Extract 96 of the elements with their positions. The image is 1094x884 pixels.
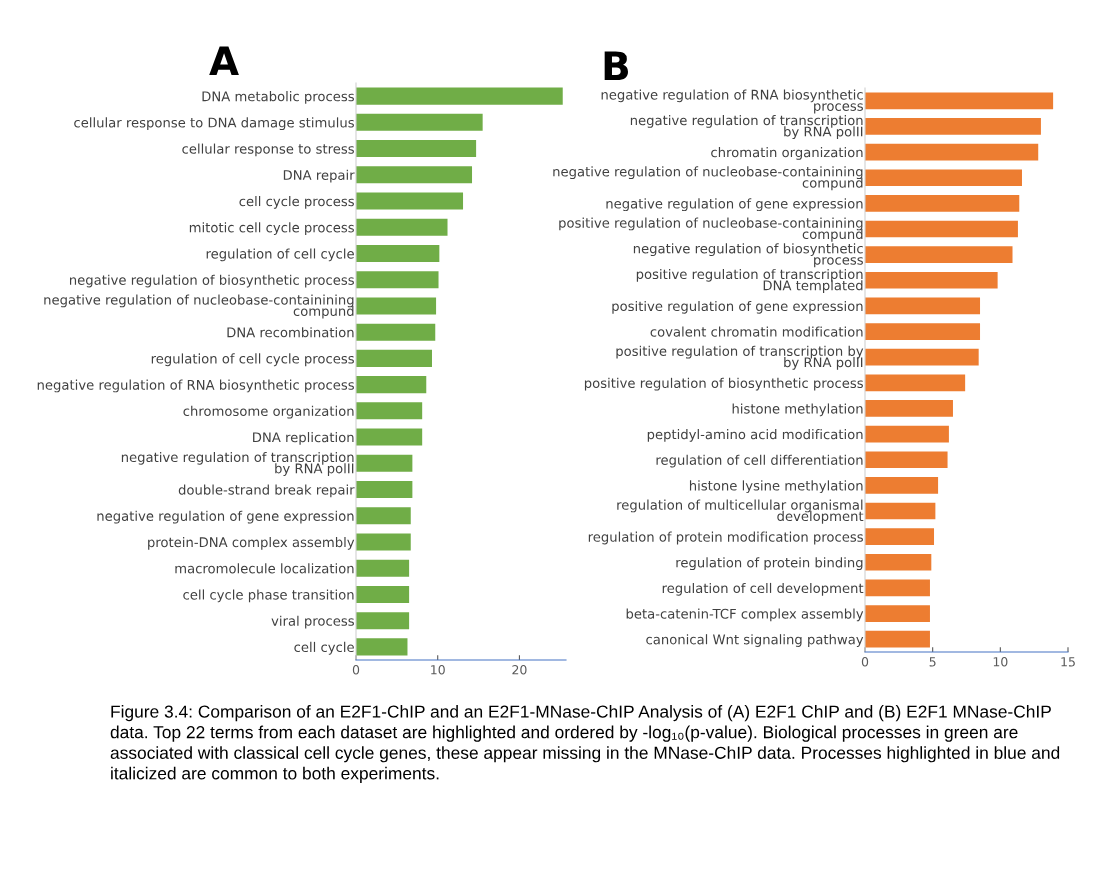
bar (356, 140, 477, 158)
y-tick-label: regulation of protein binding (676, 557, 863, 571)
y-tick-label: positive regulation of biosynthetic process (584, 377, 863, 391)
y-tick-label: regulation of cell differentiation (656, 454, 863, 468)
bar (865, 425, 949, 443)
y-tick-label: negative regulation of RNA biosynthetic process (37, 379, 354, 393)
y-tick-label: regulation of protein modification process (588, 531, 863, 545)
bar (865, 374, 966, 392)
y-tick-label: negative regulation of transcription by RNA polII (121, 451, 354, 476)
y-tick-label: cell cycle (294, 641, 354, 655)
y-tick-label: DNA repair (283, 169, 355, 183)
bar (865, 118, 1041, 135)
bar (865, 297, 981, 315)
bar (356, 428, 423, 446)
x-tick-label: 15 (1061, 657, 1075, 667)
bar (356, 638, 408, 656)
y-tick-label: positive regulation of transcription by by RNA polII (616, 345, 864, 370)
y-tick-label: positive regulation of transcription DNA templated (636, 268, 863, 293)
bar (865, 605, 930, 622)
y-tick-label: cellular response to DNA damage stimulus (74, 117, 354, 131)
y-tick-label: regulation of cell development (662, 582, 864, 596)
y-tick-label: cellular response to stress (182, 143, 354, 157)
bar (865, 451, 948, 469)
y-tick-label: histone lysine methylation (689, 480, 863, 494)
y-tick-label: peptidyl-amino acid modification (647, 429, 863, 442)
y-tick-label: chromosome organization (183, 405, 354, 419)
y-tick-label: negative regulation of nucleobase-containining compund (553, 166, 863, 191)
y-tick-label: negative regulation of transcription by RNA polII (630, 115, 863, 140)
bar (356, 323, 436, 341)
bar (356, 454, 413, 472)
y-tick-label: regulation of cell cycle (206, 248, 354, 262)
bar (356, 166, 473, 184)
y-tick-label: DNA metabolic process (202, 91, 354, 104)
bar (865, 579, 930, 597)
bar (865, 348, 979, 366)
y-tick-label: canonical Wnt signaling pathway (646, 634, 864, 647)
y-tick-label: negative regulation of biosynthetic process (69, 274, 354, 288)
bar (356, 402, 423, 420)
y-tick-label: protein-DNA complex assembly (148, 536, 355, 550)
chart-title: B (604, 51, 629, 80)
bar (356, 612, 410, 630)
x-tick-label: 10 (993, 657, 1008, 667)
y-tick-label: DNA replication (253, 432, 354, 445)
bar (356, 113, 483, 131)
bar (865, 630, 930, 648)
bar (356, 349, 432, 367)
y-tick-label: viral process (271, 615, 354, 629)
bar (356, 244, 440, 262)
bar (865, 323, 981, 340)
bar (865, 220, 1018, 238)
bar (865, 143, 1039, 161)
y-tick-label: negative regulation of nucleobase-containining compund (44, 294, 354, 319)
y-tick-label: macromolecule localization (175, 563, 354, 574)
bar (356, 533, 411, 551)
bar (865, 400, 953, 417)
bar (356, 87, 563, 105)
bar (865, 502, 936, 520)
bar (865, 553, 932, 571)
y-tick-label: negative regulation of gene expression (97, 510, 354, 524)
y-tick-label: chromatin organization (711, 147, 863, 160)
caption: Figure 3.4: Comparison of an E2F1-ChIP and an E2F1-MNase-ChIP Analysis of (A) E2F1 ChIP and (B) E2F1 MNase-ChIP data. Top 22 terms from each dataset are highlighted and ordered by -log₁₀(p-value). Biological processes in green are associated with classical cell cycle genes, these appear missing in the MNase-ChIP data. Processes highlighted in blue and italicized are common to both experiments. (110, 705, 1060, 783)
y-tick-label: DNA recombination (227, 327, 354, 338)
bar (356, 507, 411, 525)
bar (865, 528, 935, 545)
y-tick-label: positive regulation of nucleobase-containining compund (559, 217, 863, 242)
bar (865, 246, 1013, 263)
bar (356, 585, 410, 603)
bar (356, 297, 437, 315)
y-tick-label: beta-catenin-TCF complex assembly (626, 608, 864, 622)
bar (865, 477, 939, 494)
bar (356, 559, 410, 577)
bar (865, 271, 998, 289)
y-tick-label: regulation of multicellular organismal development (617, 499, 864, 524)
bar (356, 376, 427, 394)
y-tick-label: histone methylation (732, 403, 863, 417)
y-tick-label: mitotic cell cycle process (189, 222, 354, 236)
y-tick-label: cell cycle phase transition (183, 589, 354, 603)
bar (865, 169, 1022, 187)
y-tick-label: cell cycle process (239, 196, 354, 209)
y-tick-label: negative regulation of gene expression (606, 198, 863, 212)
y-tick-label: regulation of cell cycle process (151, 353, 354, 367)
y-tick-label: covalent chromatin modification (650, 326, 863, 337)
bar (356, 271, 439, 289)
y-tick-label: double-strand break repair (178, 484, 355, 498)
bar (865, 195, 1020, 212)
bar (356, 192, 464, 210)
chart-title: A (209, 46, 239, 75)
x-tick-label: 0 (861, 657, 869, 667)
bar (356, 481, 413, 499)
y-tick-label: positive regulation of gene expression (612, 300, 863, 314)
bar (356, 218, 448, 236)
bar (865, 92, 1054, 110)
x-tick-label: 10 (431, 665, 445, 675)
x-tick-label: 5 (929, 657, 936, 667)
x-tick-label: 0 (352, 665, 360, 675)
x-tick-label: 20 (512, 665, 527, 675)
